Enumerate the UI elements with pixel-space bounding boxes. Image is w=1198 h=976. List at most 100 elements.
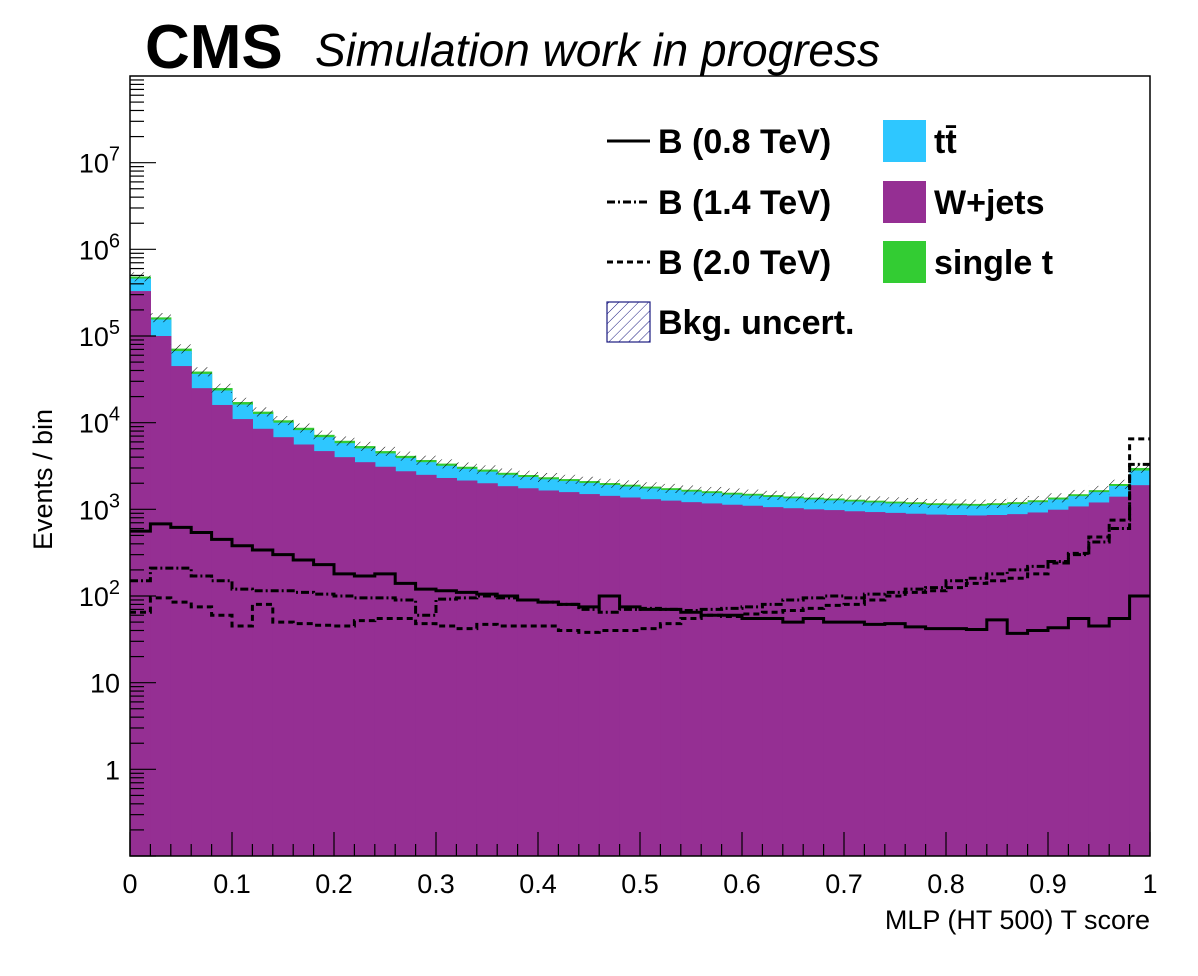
legend-label: tt̄	[934, 123, 957, 161]
legend-label: W+jets	[934, 184, 1045, 222]
stack-bar	[130, 291, 151, 856]
uncertainty-band	[1048, 493, 1069, 503]
x-tick-label: 0.3	[417, 869, 455, 899]
y-tick-label: 107	[79, 144, 120, 179]
experiment-label: CMS	[145, 13, 283, 82]
uncertainty-band	[966, 499, 987, 509]
stack-bar	[497, 486, 519, 856]
x-axis-title: MLP (HT 500) T score	[885, 905, 1150, 935]
legend-label: B (1.4 TeV)	[658, 184, 831, 222]
stack-bar	[660, 500, 682, 856]
uncertainty-band	[864, 496, 885, 506]
stack-bar	[1048, 509, 1069, 856]
stack-bar	[946, 515, 967, 856]
stack-bar	[436, 477, 457, 856]
stack-bar	[1109, 496, 1131, 856]
stack-bar	[538, 490, 559, 856]
uncertainty-band	[905, 497, 926, 508]
stack-bar	[782, 508, 804, 856]
axes-layer: 0 0.1 0.2 0.3 0.4 0.5 0.6 0.7 0.8 0.9 1 1 10 102 103 10…	[79, 79, 1158, 899]
stack-bar	[1007, 514, 1029, 856]
legend-label: Bkg. uncert.	[658, 304, 854, 342]
uncertainty-band	[476, 465, 498, 475]
stack-bar	[476, 483, 498, 856]
x-tick-label: 0.8	[927, 869, 965, 899]
uncertainty-band	[680, 485, 702, 495]
signals-layer	[130, 437, 1150, 635]
legend-color-swatch	[883, 241, 926, 283]
uncertainty-band	[660, 483, 681, 493]
stack-bar	[844, 511, 865, 856]
uncertainty-band	[395, 451, 416, 461]
y-tick-label: 105	[79, 317, 120, 352]
stack-layer	[130, 276, 1150, 856]
uncertainty-band	[130, 272, 151, 282]
x-tick-label: 0.6	[723, 869, 761, 899]
stack-bar	[272, 437, 294, 856]
y-tick-label: 10	[90, 669, 120, 699]
signal-line-b-0-8-tev	[130, 522, 1150, 635]
uncertainty-band	[721, 488, 742, 498]
stack-bar	[721, 504, 743, 856]
uncertainty-band	[762, 490, 783, 500]
y-tick-label: 102	[79, 577, 120, 612]
uncertainty-band	[497, 468, 518, 478]
x-tick-label: 0.9	[1029, 869, 1067, 899]
uncertainty-band	[538, 472, 559, 483]
x-tick-label: 0.1	[213, 869, 251, 899]
y-tick-label: 104	[79, 404, 120, 439]
stack-bar	[191, 388, 213, 856]
uncertainty-band	[232, 397, 253, 407]
status-label: Simulation work in progress	[315, 24, 880, 76]
uncertainty-band	[374, 446, 396, 456]
legend-color-swatch	[883, 120, 926, 162]
legend-entry: B (1.4 TeV)	[607, 184, 831, 222]
stack-bar	[456, 480, 478, 856]
uncertainty-band	[334, 436, 355, 446]
uncertainty-band	[150, 313, 171, 323]
x-tick-label: 0.7	[825, 869, 863, 899]
uncertainty-band	[272, 416, 294, 426]
x-tick-label: 0	[122, 869, 137, 899]
stack-bar	[558, 492, 580, 856]
stack-bar	[1068, 506, 1090, 856]
uncertainty-band	[823, 494, 844, 504]
stack-bar	[762, 507, 784, 856]
uncertainty-band	[803, 493, 824, 503]
stack-bar	[599, 495, 621, 856]
uncertainty-band	[252, 407, 273, 417]
uncertainty-band	[517, 470, 538, 480]
uncertainty-band	[415, 455, 436, 465]
stack-bar	[293, 444, 315, 856]
stack-bar	[619, 497, 641, 856]
stack-bar	[864, 512, 886, 856]
uncertainty-band	[844, 495, 865, 505]
x-tick-label: 0.2	[315, 869, 353, 899]
stack-bar	[1027, 512, 1049, 856]
uncertainty-band	[640, 482, 661, 492]
legend-hatch-swatch	[606, 301, 651, 343]
stack-bar	[742, 505, 763, 856]
uncertainty-band	[742, 489, 763, 499]
stack-bar	[252, 428, 274, 856]
stack-bar	[884, 512, 906, 856]
legend-label: B (0.8 TeV)	[658, 123, 831, 161]
stack-bar	[150, 336, 172, 856]
legend-entry: W+jets	[883, 181, 1045, 223]
legend-entry: B (0.8 TeV)	[607, 123, 831, 161]
uncertainty-band	[1068, 489, 1089, 500]
uncertainty-band	[1129, 463, 1150, 473]
uncertainty-band	[191, 367, 212, 377]
x-tick-label: 0.4	[519, 869, 557, 899]
legend-entry: B (2.0 TeV)	[607, 244, 831, 282]
x-tick-label: 0.5	[621, 869, 659, 899]
stack-bar	[986, 515, 1008, 856]
stack-bar	[905, 513, 927, 856]
legend-entry: Bkg. uncert.	[606, 301, 854, 343]
y-tick-label: 103	[79, 490, 120, 525]
uncertainty-band	[986, 498, 1008, 509]
uncertainty-band	[558, 474, 579, 484]
uncertainty-band	[701, 486, 722, 497]
stack-bar	[517, 488, 539, 856]
